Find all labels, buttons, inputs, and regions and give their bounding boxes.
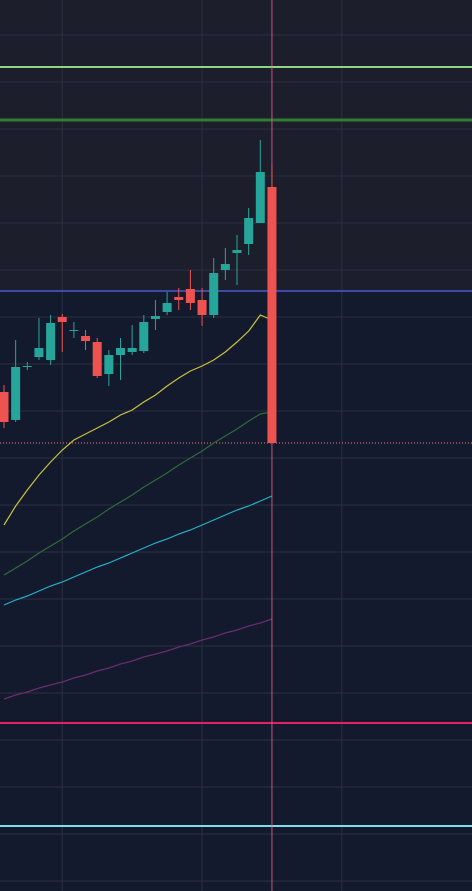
candle-body [0, 392, 9, 422]
candle-body [104, 355, 114, 374]
candle-body [69, 330, 79, 331]
lower-zone [0, 291, 472, 891]
moving-average [3, 495, 273, 606]
candle-body [185, 289, 195, 303]
candle-body [127, 348, 137, 352]
candle-body [46, 323, 56, 360]
candle-body [150, 316, 160, 319]
candle-body [11, 367, 21, 420]
candle-body [220, 264, 230, 270]
candle-body [232, 250, 242, 253]
candle-body [57, 317, 67, 322]
candle-body [92, 342, 102, 376]
candle-body [209, 273, 219, 315]
moving-average [3, 314, 273, 526]
candle-body [174, 297, 184, 300]
candle-body [255, 172, 265, 223]
candle-body [197, 300, 207, 315]
moving-average [3, 618, 273, 700]
candle-body [139, 322, 149, 351]
candle-body [267, 187, 277, 443]
moving-average [3, 411, 273, 576]
candle-body [162, 303, 172, 312]
candle-body [34, 348, 44, 357]
candle-body [116, 348, 125, 355]
candle-body [22, 366, 32, 367]
upper-zone [0, 0, 472, 291]
candle-body [244, 218, 254, 244]
candle-body [81, 336, 91, 341]
